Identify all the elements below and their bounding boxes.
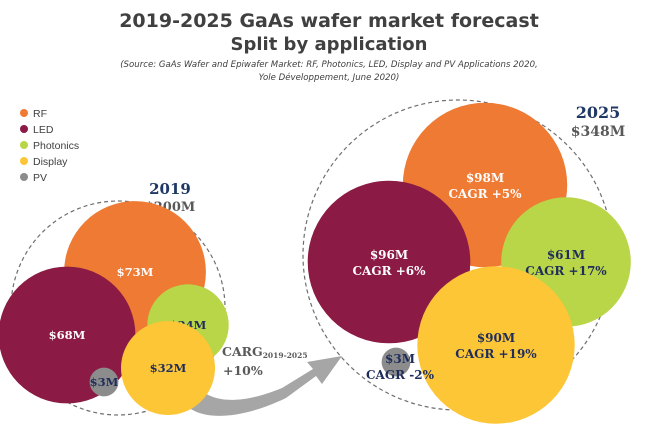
legend-label-rf: RF [33, 108, 47, 120]
overall-cagr-value: +10% [223, 363, 263, 378]
growth-arrow [181, 356, 342, 416]
bubble-value-label-2019-led: $68M [49, 328, 86, 342]
legend-label-led: LED [33, 124, 54, 136]
legend-marker-rf [20, 109, 28, 117]
bubble-value-label-2025-led: $96M [370, 248, 408, 262]
source-line-1: (Source: GaAs Wafer and Epiwafer Market:… [120, 60, 538, 70]
legend-marker-display [20, 157, 28, 165]
overall-cagr-prefix: CARG [222, 344, 263, 359]
bubble-2025-display [417, 266, 575, 424]
group-2019-outline [10, 200, 226, 416]
legend-marker-photonics [20, 141, 28, 149]
legend: RF LED Photonics Display PV [20, 108, 79, 184]
legend-marker-pv [20, 173, 28, 181]
bubble-value-label-2025-display: $90M [477, 331, 515, 345]
bubble-2019-pv [89, 367, 119, 397]
bubble-value-label-2019-pv: $3M [90, 375, 119, 389]
legend-marker-led [20, 125, 28, 133]
bubble-cagr-label-2025-rf: CAGR +5% [448, 187, 522, 201]
bubble-value-label-2025-pv: $3M [385, 352, 415, 366]
chart-subtitle: Split by application [231, 34, 428, 55]
overall-cagr-label: CARG2019-2025 [222, 344, 308, 360]
bubble-cagr-label-2025-pv: CAGR -2% [366, 368, 435, 382]
year-label-2019: 2019 [149, 180, 191, 198]
bubble-value-label-2025-rf: $98M [466, 171, 504, 185]
bubble-value-label-2019-display: $32M [150, 361, 187, 375]
bubble-cagr-label-2025-led: CAGR +6% [352, 264, 426, 278]
year-label-2025: 2025 [576, 103, 621, 122]
legend-label-photonics: Photonics [33, 140, 79, 152]
bubble-value-label-2025-photonics: $61M [547, 248, 585, 262]
bubble-cagr-label-2025-display: CAGR +19% [455, 347, 537, 361]
bubble-cagr-label-2025-photonics: CAGR +17% [525, 264, 607, 278]
source-line-2: Yole Développement, June 2020) [259, 72, 400, 83]
overall-cagr-period: 2019-2025 [263, 351, 308, 360]
bubble-2025-pv [381, 347, 411, 377]
bubble-2025-led [307, 180, 471, 344]
total-label-2025: $348M [571, 124, 625, 140]
legend-label-display: Display [33, 156, 68, 168]
bubble-value-label-2019-rf: $73M [117, 265, 154, 279]
legend-label-pv: PV [33, 172, 47, 184]
chart-title: 2019-2025 GaAs wafer market forecast [119, 10, 539, 32]
bubble-2019-display [121, 321, 215, 415]
